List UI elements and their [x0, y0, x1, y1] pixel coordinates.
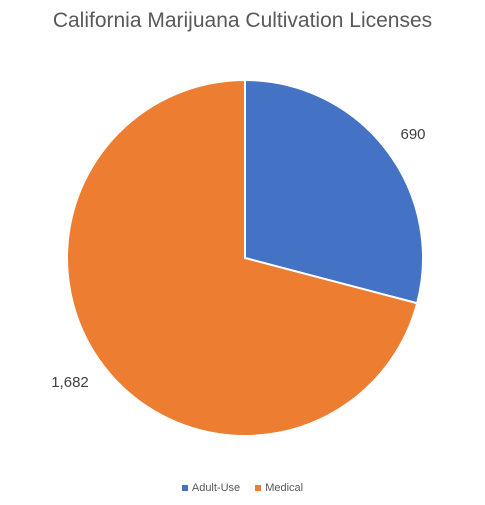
legend-swatch-medical: [255, 485, 262, 491]
legend-swatch-adult-use: [181, 485, 188, 491]
legend-label-medical: Medical: [265, 482, 304, 494]
pie-slice-medical: [66, 78, 419, 437]
legend-item-medical: Medical: [255, 482, 303, 494]
legend-item-adult-use: Adult-Use: [181, 482, 241, 494]
pie-chart: 690 1,682: [51, 78, 426, 437]
data-label-medical: 1,682: [51, 374, 89, 391]
chart-legend: Adult-Use Medical: [0, 482, 485, 494]
legend-label-adult-use: Adult-Use: [191, 482, 241, 494]
pie-slice-adult-use: [244, 78, 424, 305]
data-label-adult-use: 690: [400, 126, 425, 143]
chart-title: California Marijuana Cultivation License…: [52, 9, 433, 32]
